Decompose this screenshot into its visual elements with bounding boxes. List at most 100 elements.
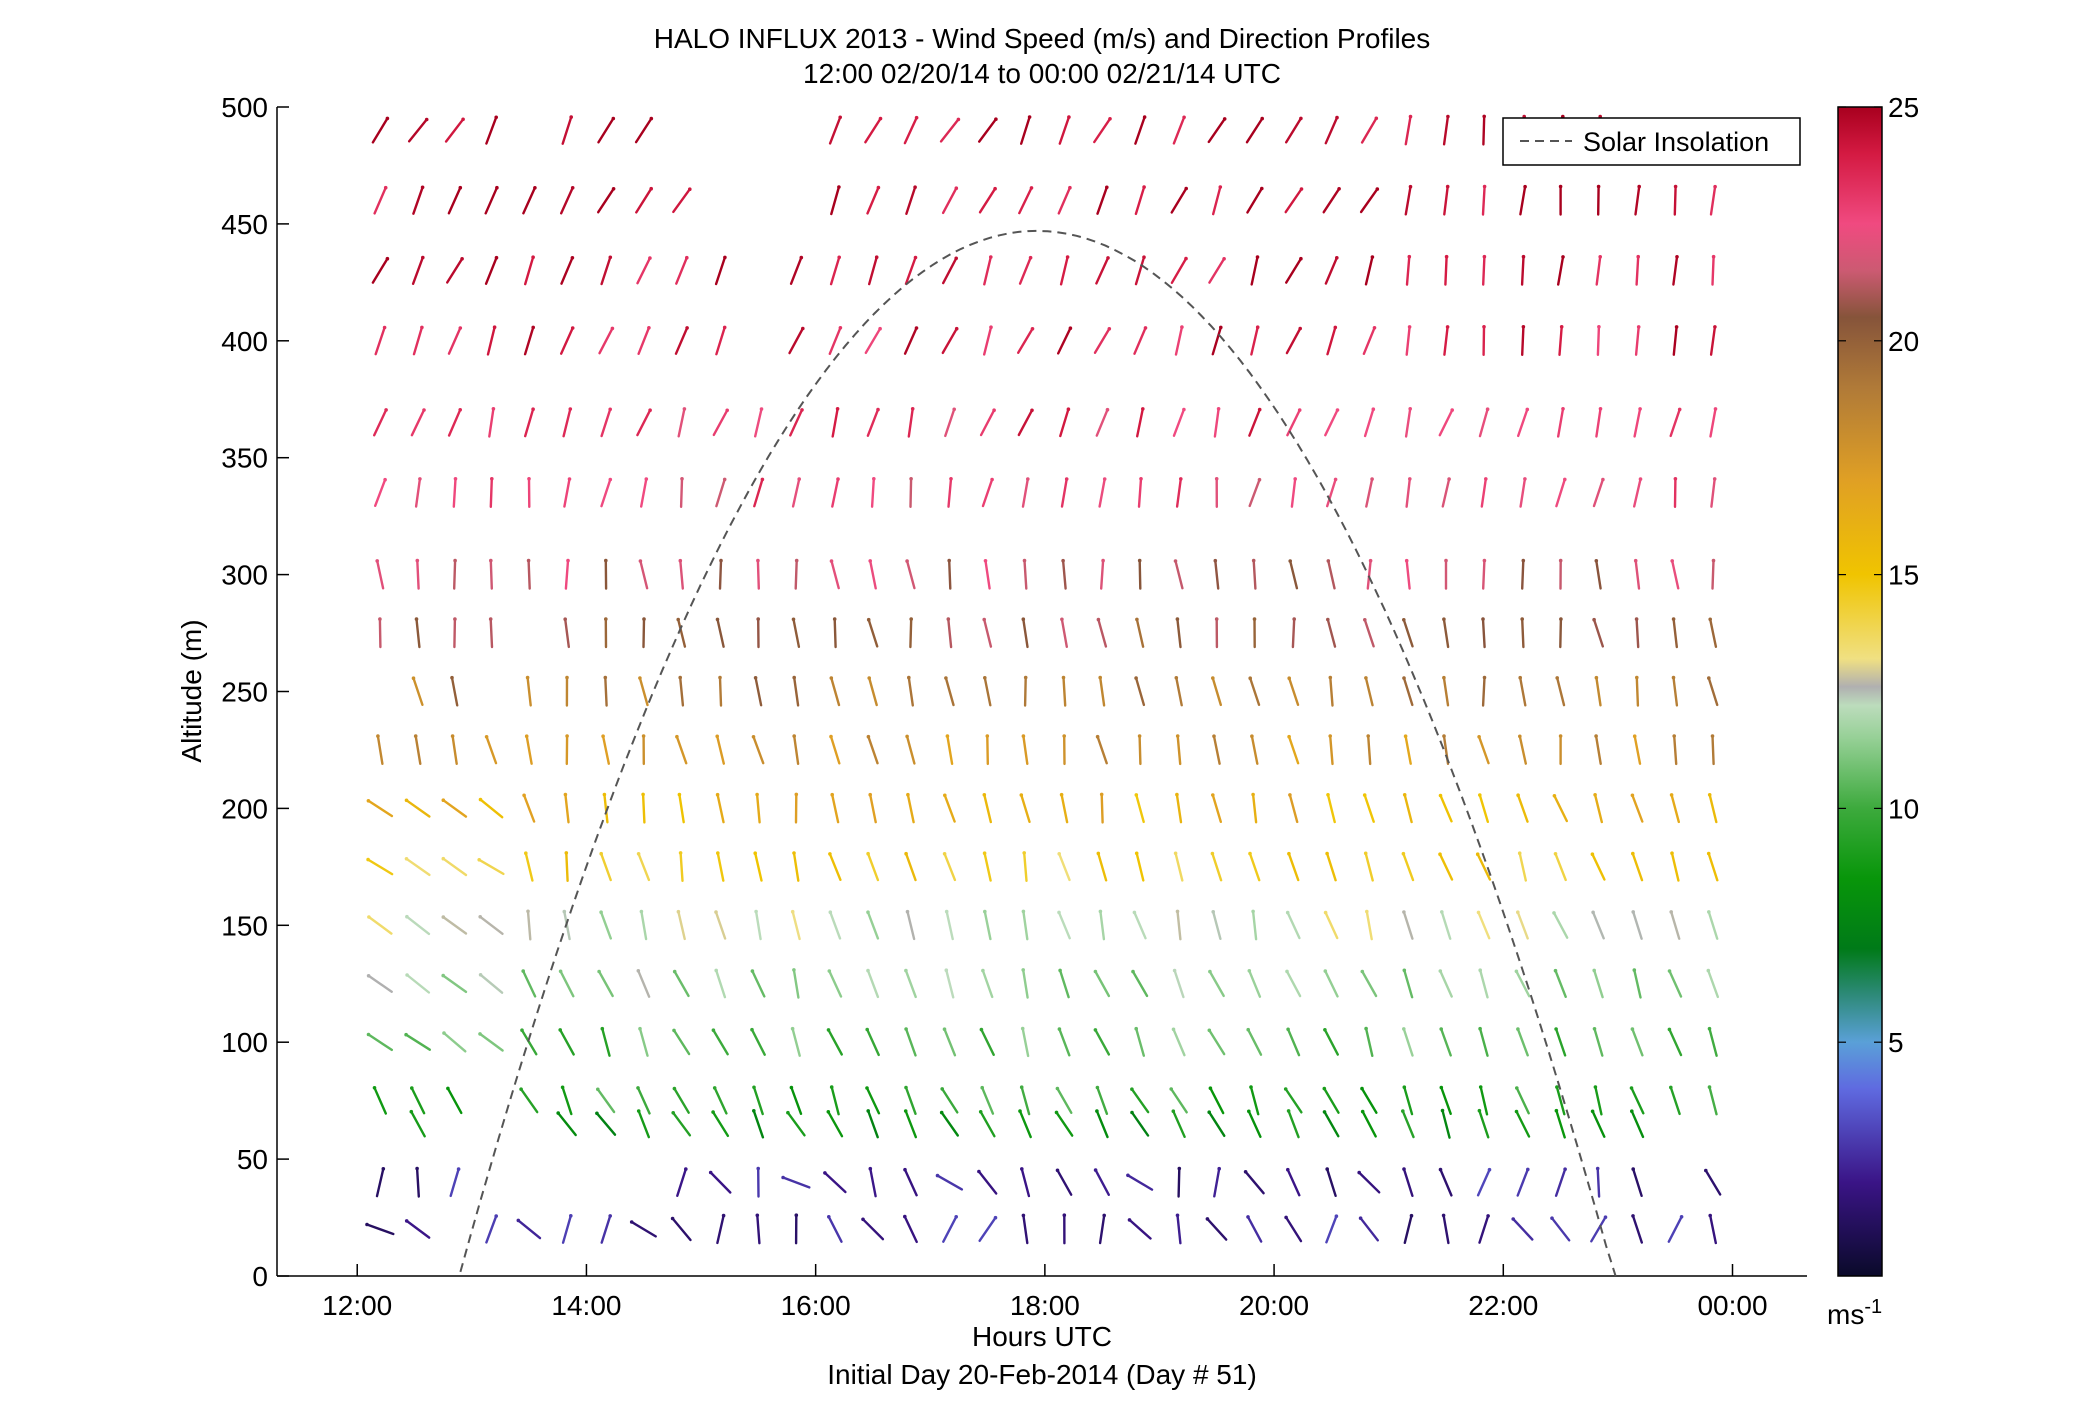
wind-barb-tip <box>1558 558 1563 563</box>
wind-barb-tip <box>1402 1085 1407 1089</box>
wind-barb-tip <box>790 909 795 914</box>
wind-barb <box>715 969 727 999</box>
wind-barb <box>1711 559 1715 590</box>
wind-barb-tip <box>1068 326 1073 331</box>
wind-barb-tip <box>410 1086 414 1090</box>
wind-barb-tip <box>1590 1109 1595 1114</box>
wind-barb <box>1704 1169 1722 1196</box>
wind-barb-tip <box>595 1111 599 1116</box>
wind-barb-tip <box>381 1167 386 1171</box>
wind-barb-tip <box>1594 559 1599 563</box>
wind-barb <box>943 1027 957 1057</box>
wind-barb <box>1285 970 1302 998</box>
wind-barb-tip <box>943 793 947 798</box>
wind-barb <box>1095 1109 1109 1139</box>
wind-barb-tip <box>827 969 832 973</box>
wind-barb <box>1442 676 1450 707</box>
wind-barb <box>1401 1109 1415 1139</box>
wind-barb-tip <box>1554 1108 1559 1113</box>
wind-barb-tip <box>1257 407 1262 412</box>
wind-barb <box>1365 477 1374 508</box>
wind-barb <box>640 910 648 941</box>
wind-barb-tip <box>1093 1028 1098 1032</box>
wind-barb-tip <box>1679 1215 1684 1219</box>
wind-barb <box>1172 116 1186 145</box>
wind-barb-tip <box>599 851 603 856</box>
wind-barb-tip <box>711 1028 716 1032</box>
wind-barb <box>942 257 958 285</box>
wind-barb <box>756 559 760 590</box>
wind-barb-tip <box>823 1171 827 1175</box>
wind-barb-tip <box>1126 1173 1130 1178</box>
wind-barb-tip <box>560 1085 565 1090</box>
wind-barb <box>1364 676 1374 707</box>
wind-barb <box>1324 408 1339 437</box>
wind-barb-tip <box>1180 325 1184 329</box>
wind-barb-tip <box>754 909 758 914</box>
wind-barb <box>1059 408 1070 438</box>
wind-barb <box>638 1027 649 1057</box>
wind-barb <box>373 186 387 215</box>
wind-barb <box>597 187 615 214</box>
wind-barb <box>638 676 649 707</box>
wind-barb-tip <box>405 973 409 977</box>
wind-barb-tip <box>1286 1109 1291 1113</box>
wind-barb <box>1018 1109 1032 1139</box>
wind-barb-tip <box>872 477 876 481</box>
wind-barb-tip <box>1550 1216 1554 1220</box>
wind-barb-tip <box>453 617 457 621</box>
wind-barb <box>451 734 458 765</box>
wind-barb-tip <box>1638 477 1643 481</box>
wind-barb-tip <box>794 558 799 563</box>
wind-barb-tip <box>878 326 882 331</box>
wind-barb-tip <box>1447 477 1451 481</box>
wind-barb <box>1595 255 1602 286</box>
wind-barb-tip <box>952 407 956 412</box>
wind-barb-tip <box>1019 793 1024 797</box>
wind-barb-tip <box>1252 617 1257 621</box>
wind-barb-tip <box>1559 617 1563 621</box>
wind-barb-tip <box>1057 910 1061 915</box>
wind-barb-tip <box>526 909 530 914</box>
wind-barb <box>1591 853 1606 881</box>
wind-barb <box>1208 970 1225 998</box>
wind-barb-tip <box>1675 254 1679 259</box>
wind-barb <box>1363 793 1375 823</box>
wind-barb <box>596 1088 616 1114</box>
wind-barb-tip <box>1445 184 1450 189</box>
wind-barb <box>1130 1087 1150 1114</box>
wind-barb <box>1135 407 1145 438</box>
wind-barb <box>1365 910 1373 941</box>
wind-barb <box>823 1171 847 1194</box>
x-tick-label: 18:00 <box>1010 1290 1080 1321</box>
wind-barb <box>1707 676 1719 707</box>
wind-barb <box>374 326 386 356</box>
wind-barb <box>1405 559 1411 590</box>
wind-barb-tip <box>441 915 446 919</box>
wind-barb <box>1176 617 1182 649</box>
wind-barb <box>828 852 842 881</box>
wind-barb-tip <box>829 734 833 739</box>
wind-barb <box>906 793 915 824</box>
wind-barb-tip <box>1055 1086 1060 1091</box>
wind-barb-tip <box>636 852 641 856</box>
wind-barb-tip <box>1440 1108 1445 1113</box>
wind-barb <box>752 1109 765 1139</box>
wind-barb <box>752 1086 764 1116</box>
wind-barb <box>1668 969 1683 998</box>
wind-barb <box>673 970 690 998</box>
wind-barb-tip <box>1323 1028 1327 1032</box>
wind-barb <box>1710 477 1716 508</box>
wind-barb <box>1631 1027 1644 1057</box>
wind-barb <box>1478 1109 1490 1139</box>
wind-barb-tip <box>1142 255 1146 259</box>
wind-barb <box>1709 185 1717 216</box>
wind-barb-tip <box>1516 793 1520 797</box>
wind-barb-tip <box>1711 558 1716 563</box>
wind-barb <box>1595 407 1602 438</box>
wind-barb-tip <box>1064 477 1069 481</box>
wind-barb-tip <box>1638 407 1642 411</box>
wind-barb <box>1175 477 1183 508</box>
wind-barb <box>1443 325 1449 356</box>
wind-barb-tip <box>1132 910 1137 915</box>
